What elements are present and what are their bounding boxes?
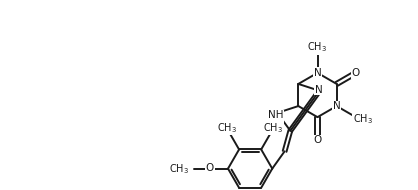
Text: CH$_3$: CH$_3$ xyxy=(308,40,328,54)
Text: O: O xyxy=(314,135,321,145)
Text: O: O xyxy=(352,68,360,78)
Text: O: O xyxy=(206,163,214,173)
Text: CH$_3$: CH$_3$ xyxy=(353,112,373,126)
Text: N: N xyxy=(314,68,321,78)
Text: N: N xyxy=(333,101,341,111)
Text: N: N xyxy=(315,85,322,95)
Text: CH$_3$: CH$_3$ xyxy=(263,121,283,135)
Text: CH$_3$: CH$_3$ xyxy=(217,121,237,135)
Text: CH$_3$: CH$_3$ xyxy=(169,162,189,176)
Text: NH: NH xyxy=(268,110,283,120)
